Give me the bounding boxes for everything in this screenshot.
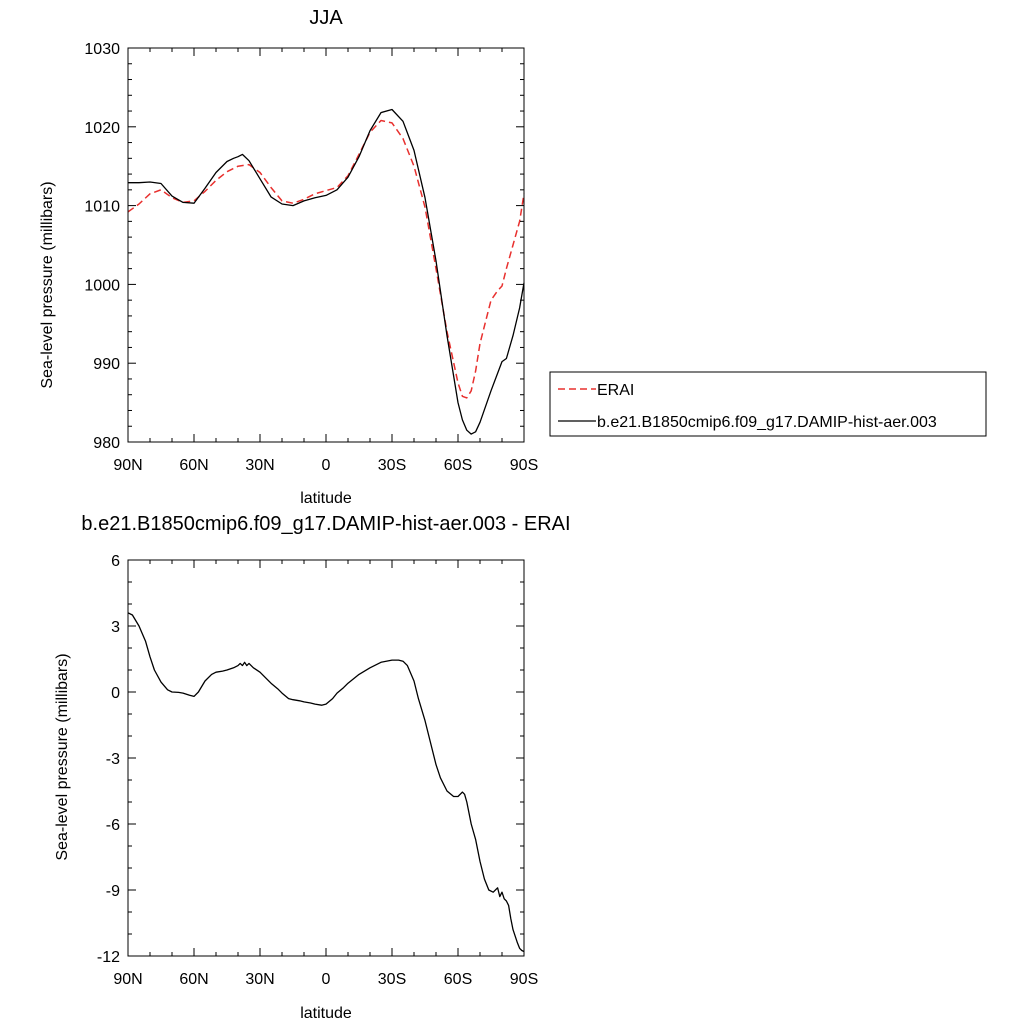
y-tick-label: 1030 [84,41,120,58]
x-tick-label: 60N [179,971,208,988]
y-tick-label: 990 [93,356,120,373]
y-tick-label: -9 [106,883,120,900]
x-tick-label: 0 [322,457,331,474]
legend: ERAI b.e21.B1850cmip6.f09_g17.DAMIP-hist… [549,371,987,437]
difference-series-line [127,612,525,953]
x-tick-label: 60N [179,457,208,474]
y-tick-label: 6 [111,553,120,570]
y-tick-label: 3 [111,619,120,636]
x-axis-label: latitude [300,1005,352,1022]
y-tick-label: -6 [106,817,120,834]
slp-comparison-panel: JJA Sea-level pressure (millibars) latit… [39,7,538,507]
x-tick-label: 90N [113,457,142,474]
x-tick-label: 30S [378,971,406,988]
y-axis-label: Sea-level pressure (millibars) [39,181,56,388]
x-tick-label: 90S [510,457,538,474]
x-tick-label: 60S [444,457,472,474]
erai-series-line [127,119,525,399]
x-tick-label: 60S [444,971,472,988]
legend-model-label: b.e21.B1850cmip6.f09_g17.DAMIP-hist-aer.… [597,414,937,431]
legend-erai-label: ERAI [597,382,634,399]
y-tick-label: -12 [97,949,120,966]
x-tick-label: 90S [510,971,538,988]
x-tick-label: 90N [113,971,142,988]
x-tick-label: 30N [245,457,274,474]
plot-frame [127,559,525,957]
x-tick-label: 30S [378,457,406,474]
y-tick-label: 0 [111,685,120,702]
y-tick-label: -3 [106,751,120,768]
y-tick-label: 1020 [84,120,120,137]
chart-title: JJA [309,7,343,29]
legend-box [549,371,987,437]
x-tick-label: 0 [322,971,331,988]
y-axis-label: Sea-level pressure (millibars) [54,653,71,860]
y-tick-label: 1000 [84,277,120,294]
y-tick-label: 1010 [84,199,120,216]
model-series-line [128,108,525,435]
slp-difference-panel: b.e21.B1850cmip6.f09_g17.DAMIP-hist-aer.… [54,513,571,1022]
chart-title: b.e21.B1850cmip6.f09_g17.DAMIP-hist-aer.… [81,513,570,535]
plot-frame [127,47,525,443]
x-tick-label: 30N [245,971,274,988]
x-axis-label: latitude [300,490,352,507]
y-tick-label: 980 [93,435,120,452]
